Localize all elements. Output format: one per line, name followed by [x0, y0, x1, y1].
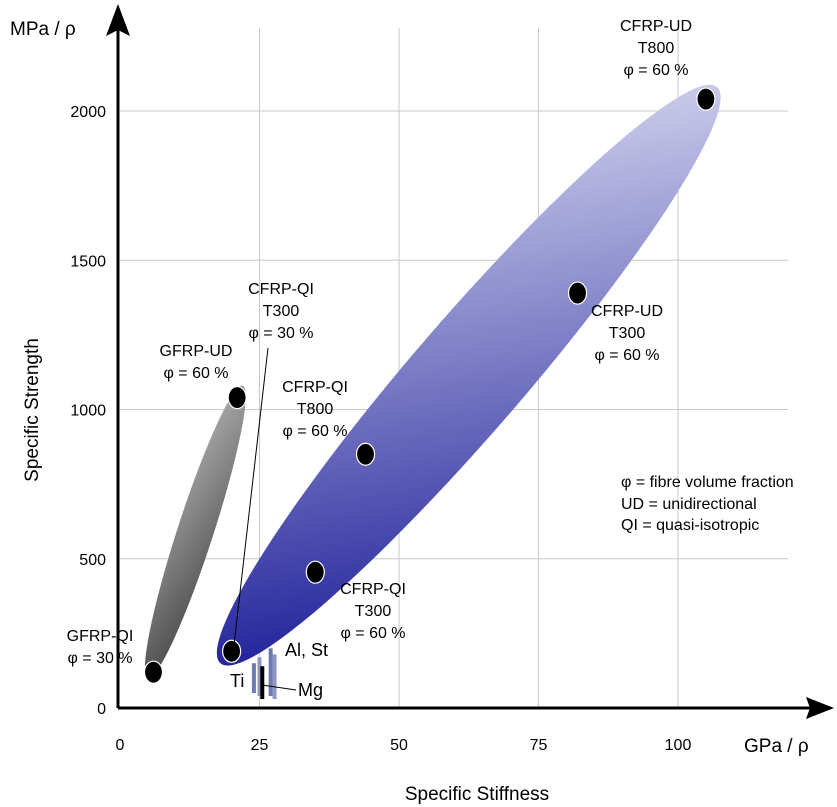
x-tick-label: 75	[530, 737, 548, 754]
leader-line-cfrp-qi-t300-30	[233, 347, 269, 646]
annotation-cfrp-qi-t300-60: CFRP-QI	[340, 581, 406, 598]
annotation-cfrp-qi-t300-30: T300	[263, 303, 300, 320]
annotation-cfrp-qi-t800: T800	[297, 401, 334, 418]
metal-bar-ti	[257, 657, 262, 697]
x-axis-unit-label: GPa / ρ	[744, 736, 809, 757]
annotation-cfrp-ud-t300: φ = 60 %	[594, 347, 659, 364]
y-axis-arrow-icon	[106, 4, 130, 36]
region-cfrp	[216, 84, 721, 666]
annotations: GFRP-QI φ = 30 % GFRP-UD φ = 60 % CFRP-QI T30…	[67, 18, 692, 700]
x-tick-label: 50	[390, 737, 408, 754]
data-point	[143, 660, 164, 684]
annotation-cfrp-qi-t800: CFRP-QI	[282, 379, 348, 396]
annotation-cfrp-ud-t800: CFRP-UD	[620, 18, 692, 35]
leader-line-mg	[261, 684, 297, 691]
metal-bar-ti	[251, 663, 256, 694]
legend-note-line: φ = fibre volume fraction	[621, 474, 794, 491]
annotation-cfrp-ud-t800: T800	[638, 40, 675, 57]
x-tick-label: 100	[665, 737, 692, 754]
annotation-al-st: Al, St	[285, 640, 328, 660]
data-point	[227, 385, 247, 410]
annotation-gfrp-ud: GFRP-UD	[160, 343, 233, 360]
data-point	[222, 639, 242, 663]
annotation-cfrp-qi-t300-60: φ = 60 %	[340, 625, 405, 642]
metal-bar-al-st	[268, 648, 273, 697]
legend-note-line: QI = quasi-isotropic	[621, 517, 759, 534]
y-axis-unit-label: MPa / ρ	[10, 19, 76, 40]
annotation-cfrp-qi-t300-60: T300	[355, 603, 392, 620]
y-tick-label: 0	[97, 701, 106, 718]
data-point	[305, 560, 325, 584]
annotation-cfrp-ud-t300: CFRP-UD	[591, 303, 663, 320]
x-tick-label: 0	[116, 737, 125, 754]
axes	[106, 4, 834, 719]
metal-bar-al-st	[272, 654, 277, 700]
data-points	[143, 87, 716, 684]
annotation-ti: Ti	[230, 671, 244, 691]
annotation-mg: Mg	[298, 680, 323, 700]
legend-note: φ = fibre volume fraction UD = unidirect…	[621, 474, 794, 534]
annotation-cfrp-qi-t800: φ = 60 %	[282, 423, 347, 440]
annotation-cfrp-ud-t300: T300	[609, 325, 646, 342]
annotation-gfrp-qi: φ = 30 %	[67, 650, 132, 667]
annotation-cfrp-qi-t300-30: CFRP-QI	[248, 281, 314, 298]
y-tick-label: 2000	[70, 104, 106, 121]
x-tick-label: 25	[251, 737, 269, 754]
y-axis-title: Specific Strength	[22, 338, 43, 482]
region-gfrp	[144, 385, 246, 679]
y-tick-label: 1500	[70, 253, 106, 270]
y-tick-label: 1000	[70, 403, 106, 420]
metal-bar-mg	[260, 666, 265, 700]
metal-bars	[251, 648, 277, 700]
data-point	[567, 281, 588, 305]
annotation-cfrp-ud-t800: φ = 60 %	[623, 62, 688, 79]
y-tick-label: 500	[79, 552, 106, 569]
data-point	[355, 442, 376, 466]
x-axis-arrow-icon	[806, 697, 834, 719]
material-regions	[144, 84, 721, 679]
legend-note-line: UD = unidirectional	[621, 496, 757, 513]
data-point	[696, 87, 716, 111]
annotation-gfrp-ud: φ = 60 %	[163, 365, 228, 382]
annotation-gfrp-qi: GFRP-QI	[67, 628, 134, 645]
x-axis-title: Specific Stiffness	[405, 784, 549, 805]
annotation-cfrp-qi-t300-30: φ = 30 %	[248, 325, 313, 342]
